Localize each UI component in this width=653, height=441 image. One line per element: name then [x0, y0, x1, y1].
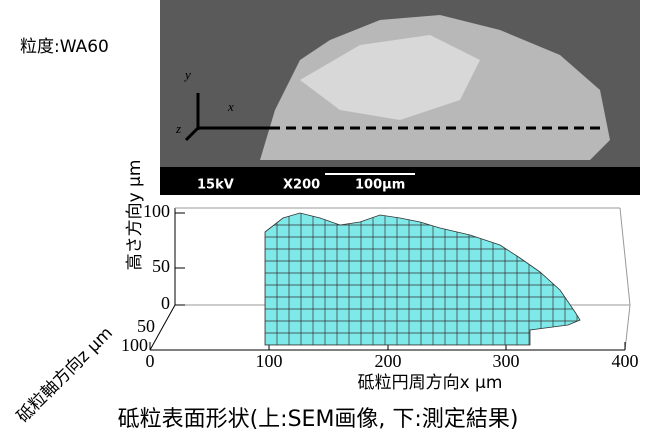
- x-tick-label: 200: [375, 351, 402, 371]
- x-axis-label: 砥粒円周方向x μm: [358, 373, 503, 393]
- z-tick-label: 50: [137, 316, 155, 336]
- sem-scale: 100μm: [355, 178, 405, 193]
- y-tick-label: 100: [143, 201, 170, 221]
- x-tick-label: 0: [146, 351, 155, 371]
- z-axis-label: 砥粒軸方向z μm: [13, 323, 117, 427]
- z-tick-label: 100: [121, 335, 148, 355]
- caption: 砥粒表面形状(上:SEM画像, 下:測定結果): [118, 407, 519, 432]
- y-tick-label: 0: [161, 293, 170, 313]
- sem-image: [160, 0, 640, 195]
- x-tick-label: 400: [612, 351, 639, 371]
- sem-axis-z: z: [175, 121, 181, 136]
- grade-label: 粒度:WA60: [20, 37, 109, 57]
- y-axis-label: 高さ方向y μm: [125, 160, 145, 271]
- sem-axis-y: y: [183, 67, 191, 82]
- x-tick-label: 100: [256, 351, 283, 371]
- sem-magnification: X200: [283, 178, 320, 193]
- x-tick-label: 300: [493, 351, 520, 371]
- sem-voltage: 15kV: [197, 178, 234, 193]
- y-tick-label: 50: [152, 256, 170, 276]
- sem-axis-x: x: [227, 99, 234, 114]
- figure: 粒度:WA60 15kV X200 100μm y x z: [0, 0, 653, 441]
- figure-canvas: 粒度:WA60 15kV X200 100μm y x z: [0, 0, 653, 441]
